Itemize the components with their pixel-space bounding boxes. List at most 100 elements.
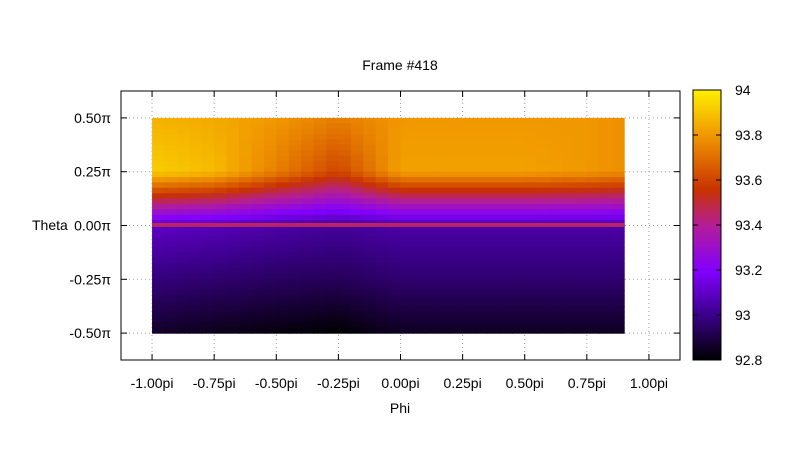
heatmap-cell — [437, 306, 451, 313]
heatmap-cell — [512, 177, 526, 184]
heatmap-cell — [425, 123, 439, 130]
heatmap-cell — [537, 273, 551, 280]
heatmap-cell — [412, 247, 426, 253]
heatmap-cell — [325, 160, 339, 167]
heatmap-cell — [313, 193, 327, 200]
heatmap-cell — [512, 273, 526, 280]
heatmap-cell — [574, 187, 588, 194]
heatmap-cell — [574, 128, 588, 135]
heatmap-cell — [549, 263, 563, 270]
heatmap-cell — [475, 241, 489, 248]
heatmap-cell — [388, 295, 402, 302]
heatmap-cell — [425, 263, 439, 270]
heatmap-cell — [487, 263, 501, 270]
heatmap-cell — [537, 257, 551, 264]
heatmap-cell — [586, 177, 600, 184]
heatmap-cell — [561, 155, 576, 162]
heatmap-cell — [350, 160, 364, 167]
heatmap-cell — [574, 214, 588, 221]
heatmap-cell — [400, 252, 414, 259]
heatmap-cell — [226, 295, 240, 302]
heatmap-cell — [611, 166, 625, 173]
heatmap-cell — [375, 171, 389, 178]
heatmap-cell — [611, 247, 625, 253]
heatmap-cell — [239, 268, 253, 275]
heatmap-cell — [388, 225, 402, 232]
x-tick-label: -0.75pi — [193, 375, 236, 391]
heatmap-cell — [201, 150, 215, 157]
heatmap-cell — [338, 316, 352, 323]
heatmap-cell — [437, 177, 451, 184]
heatmap-cell — [499, 236, 513, 243]
heatmap-cell — [549, 268, 563, 275]
heatmap-cell — [276, 182, 290, 189]
heatmap-cell — [437, 160, 451, 167]
heatmap-cell — [537, 177, 551, 184]
heatmap-cell — [400, 300, 414, 307]
heatmap-cell — [400, 144, 414, 151]
heatmap-cell — [586, 144, 600, 151]
heatmap-cell — [363, 290, 377, 297]
heatmap-cell — [561, 252, 576, 259]
heatmap-cell — [363, 252, 377, 259]
heatmap-cell — [152, 300, 166, 307]
heatmap-cell — [462, 134, 476, 141]
heatmap-cell — [276, 166, 290, 173]
heatmap-cell — [437, 322, 451, 329]
heatmap-cell — [164, 273, 178, 280]
heatmap-cell — [512, 225, 526, 232]
heatmap-cell — [437, 182, 451, 189]
heatmap-cell — [176, 203, 190, 210]
heatmap-cell — [462, 144, 476, 151]
heatmap-cell — [437, 203, 451, 210]
heatmap-cell — [425, 134, 439, 141]
heatmap-cell — [549, 134, 563, 141]
heatmap-cell — [164, 139, 178, 146]
heatmap-cell — [152, 160, 166, 167]
heatmap-cell — [350, 182, 364, 189]
heatmap-cell — [611, 316, 625, 323]
heatmap-cell — [164, 182, 178, 189]
heatmap-cell — [350, 166, 364, 173]
heatmap-cell — [325, 284, 339, 291]
heatmap-cell — [437, 123, 451, 130]
heatmap-cell — [251, 177, 265, 184]
heatmap-cell — [388, 263, 402, 270]
heatmap-cell — [338, 209, 352, 216]
heatmap-cell — [462, 117, 476, 124]
heatmap-cell — [561, 316, 576, 323]
heatmap-cell — [425, 295, 439, 302]
heatmap-cell — [164, 247, 178, 253]
heatmap-cell — [437, 128, 451, 135]
heatmap-cell — [239, 134, 253, 141]
heatmap-cell — [251, 230, 265, 237]
heatmap-cell — [611, 117, 625, 124]
heatmap-cell — [350, 203, 364, 210]
heatmap-cell — [201, 209, 215, 216]
heatmap-cell — [189, 166, 203, 173]
heatmap-cell — [325, 203, 339, 210]
heatmap-cell — [537, 230, 551, 237]
heatmap-cell — [412, 295, 426, 302]
heatmap-cell — [388, 134, 402, 141]
heatmap-cell — [152, 166, 166, 173]
heatmap-cell — [350, 241, 364, 248]
heatmap-cell — [226, 230, 240, 237]
heatmap-cell — [524, 209, 538, 216]
heatmap-cell — [214, 134, 228, 141]
heatmap-cell — [239, 295, 253, 302]
heatmap-cell — [152, 144, 166, 151]
heatmap-cell — [226, 316, 240, 323]
heatmap-cell — [226, 182, 240, 189]
heatmap-cell — [276, 155, 290, 162]
heatmap-cell — [189, 284, 203, 291]
heatmap-cell — [574, 230, 588, 237]
heatmap-cell — [574, 198, 588, 205]
heatmap-cell — [288, 203, 302, 210]
heatmap-cell — [425, 268, 439, 275]
heatmap-cell — [586, 236, 600, 243]
heatmap-cell — [325, 263, 339, 270]
heatmap-cell — [487, 300, 501, 307]
heatmap-cell — [263, 209, 277, 216]
heatmap-cell — [475, 322, 489, 329]
